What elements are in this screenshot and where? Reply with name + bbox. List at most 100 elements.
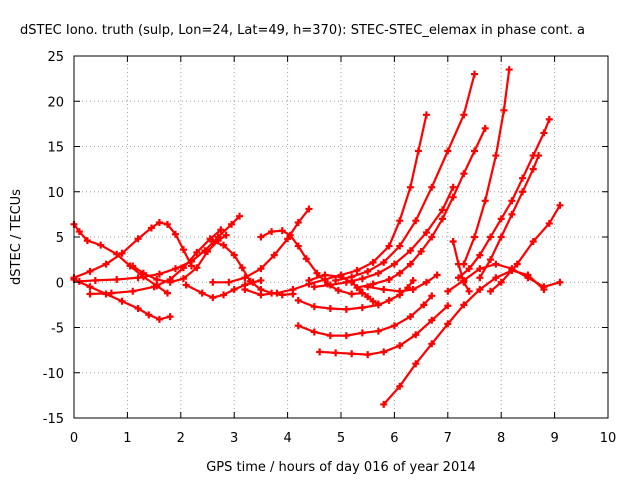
data-point bbox=[505, 66, 513, 74]
data-point bbox=[182, 281, 190, 289]
data-point bbox=[241, 274, 249, 282]
data-point bbox=[500, 106, 508, 114]
data-point bbox=[134, 304, 142, 312]
data-point bbox=[342, 305, 350, 313]
data-series bbox=[241, 111, 430, 299]
data-point bbox=[155, 315, 163, 323]
data-point bbox=[91, 276, 99, 284]
data-point bbox=[364, 267, 372, 275]
data-point bbox=[198, 289, 206, 297]
data-point bbox=[454, 260, 462, 268]
data-point bbox=[358, 275, 366, 283]
data-point bbox=[220, 291, 228, 299]
data-point bbox=[193, 248, 201, 256]
data-series bbox=[182, 276, 265, 302]
series-line bbox=[462, 69, 511, 265]
series-line bbox=[73, 223, 169, 295]
data-point bbox=[428, 292, 436, 300]
data-point bbox=[438, 215, 446, 223]
x-axis-label: GPS time / hours of day 016 of year 2014 bbox=[206, 460, 476, 475]
data-point bbox=[540, 129, 548, 137]
data-point bbox=[257, 265, 265, 273]
data-point bbox=[238, 264, 246, 272]
data-point bbox=[139, 269, 147, 277]
data-point bbox=[449, 183, 457, 191]
data-point bbox=[369, 297, 377, 305]
series-line bbox=[212, 240, 293, 297]
data-point bbox=[396, 342, 404, 350]
data-point bbox=[332, 349, 340, 357]
data-point bbox=[334, 286, 342, 294]
data-point bbox=[348, 350, 356, 358]
x-tick-label: 1 bbox=[123, 431, 131, 446]
data-point bbox=[316, 348, 324, 356]
data-point bbox=[273, 289, 281, 297]
y-tick-label: -10 bbox=[43, 367, 64, 382]
data-point bbox=[102, 260, 110, 268]
data-series bbox=[86, 226, 225, 298]
series-line bbox=[447, 262, 561, 293]
data-point bbox=[519, 188, 527, 196]
data-point bbox=[201, 247, 209, 255]
data-series bbox=[454, 115, 553, 282]
data-point bbox=[249, 278, 257, 286]
data-point bbox=[364, 293, 372, 301]
data-series bbox=[209, 238, 297, 299]
data-point bbox=[460, 301, 468, 309]
data-point bbox=[313, 269, 321, 277]
series-group bbox=[70, 66, 564, 408]
x-tick-label: 9 bbox=[550, 431, 558, 446]
data-point bbox=[225, 278, 233, 286]
data-point bbox=[171, 230, 179, 238]
data-point bbox=[433, 271, 441, 279]
data-point bbox=[310, 303, 318, 311]
series-line bbox=[335, 73, 476, 282]
data-point bbox=[236, 212, 244, 220]
data-point bbox=[134, 274, 142, 282]
data-point bbox=[86, 267, 94, 275]
data-point bbox=[369, 280, 377, 288]
series-line bbox=[297, 295, 433, 337]
data-point bbox=[342, 332, 350, 340]
data-point bbox=[222, 231, 230, 239]
data-point bbox=[465, 265, 473, 273]
data-point bbox=[420, 301, 428, 309]
data-series bbox=[487, 201, 564, 295]
data-point bbox=[428, 233, 436, 241]
data-point bbox=[428, 340, 436, 348]
data-point bbox=[257, 291, 265, 299]
data-point bbox=[294, 242, 302, 250]
data-point bbox=[228, 220, 236, 228]
data-point bbox=[358, 304, 366, 312]
data-point bbox=[471, 147, 478, 155]
data-point bbox=[302, 255, 310, 263]
data-point bbox=[492, 152, 500, 160]
data-point bbox=[230, 251, 238, 259]
data-point bbox=[153, 276, 161, 284]
y-tick-label: 25 bbox=[47, 50, 64, 65]
data-series bbox=[294, 292, 436, 340]
data-point bbox=[369, 258, 377, 266]
data-point bbox=[348, 290, 356, 298]
data-point bbox=[86, 290, 94, 298]
x-tick-label: 3 bbox=[230, 431, 238, 446]
data-point bbox=[444, 287, 452, 295]
data-point bbox=[396, 269, 404, 277]
data-point bbox=[406, 247, 414, 255]
data-series bbox=[449, 238, 473, 295]
x-tick-label: 6 bbox=[390, 431, 398, 446]
data-point bbox=[422, 111, 430, 119]
data-point bbox=[305, 276, 313, 284]
data-point bbox=[286, 231, 294, 239]
data-point bbox=[214, 233, 222, 241]
data-series bbox=[444, 260, 564, 295]
data-point bbox=[414, 147, 422, 155]
series-line bbox=[244, 114, 428, 297]
data-point bbox=[535, 152, 543, 160]
data-point bbox=[406, 260, 414, 268]
data-point bbox=[487, 256, 495, 264]
series-line bbox=[489, 204, 561, 293]
data-point bbox=[278, 227, 286, 235]
data-point bbox=[310, 328, 318, 336]
